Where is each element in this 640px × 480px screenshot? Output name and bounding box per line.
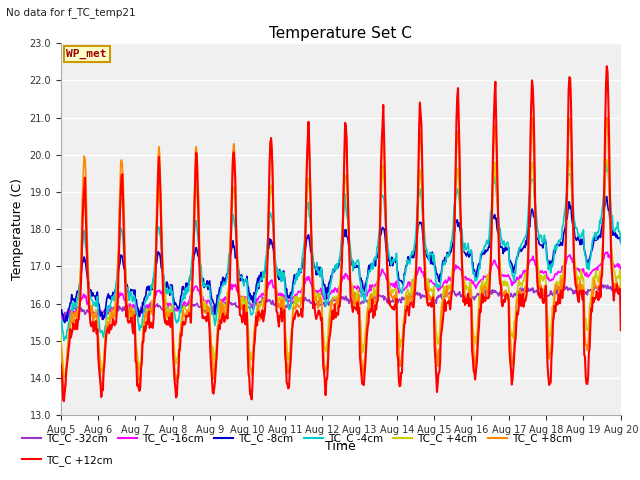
TC_C +12cm (603, 63, 611, 69)
TC_C -8cm (182, 280, 190, 286)
TC_C +12cm (68, 331, 76, 336)
Line: TC_C -32cm: TC_C -32cm (61, 285, 621, 318)
TC_C +8cm (410, 289, 417, 295)
TC_C -4cm (603, 159, 611, 165)
Text: No data for f_TC_temp21: No data for f_TC_temp21 (6, 7, 136, 18)
TC_C -4cm (60, 338, 68, 344)
TC_C +12cm (125, 318, 133, 324)
Line: TC_C +8cm: TC_C +8cm (61, 118, 621, 391)
TC_C -8cm (426, 252, 434, 258)
TC_C +12cm (60, 398, 68, 404)
TC_C -16cm (617, 268, 625, 274)
TC_C -32cm (410, 293, 417, 299)
TC_C -16cm (60, 318, 67, 324)
TC_C +12cm (426, 300, 434, 306)
TC_C -16cm (410, 280, 417, 286)
Line: TC_C +12cm: TC_C +12cm (61, 66, 621, 401)
Title: Temperature Set C: Temperature Set C (269, 25, 412, 41)
Text: WP_met: WP_met (67, 49, 107, 59)
TC_C -32cm (61, 315, 69, 321)
TC_C +12cm (182, 312, 190, 318)
TC_C +4cm (61, 374, 69, 380)
TC_C -16cm (125, 304, 133, 310)
TC_C +12cm (617, 327, 625, 333)
TC_C -8cm (125, 293, 133, 299)
TC_C +4cm (182, 308, 190, 313)
TC_C -4cm (212, 318, 220, 324)
TC_C -8cm (57, 309, 65, 314)
TC_C -32cm (125, 306, 133, 312)
Line: TC_C -4cm: TC_C -4cm (61, 162, 621, 341)
Legend: TC_C -32cm, TC_C -16cm, TC_C -8cm, TC_C -4cm, TC_C +4cm, TC_C +8cm: TC_C -32cm, TC_C -16cm, TC_C -8cm, TC_C … (18, 429, 576, 448)
TC_C -16cm (426, 278, 434, 284)
TC_C +8cm (617, 304, 625, 310)
Legend: TC_C +12cm: TC_C +12cm (18, 451, 117, 470)
TC_C -4cm (410, 248, 417, 253)
TC_C +8cm (603, 115, 611, 120)
TC_C +4cm (212, 347, 220, 353)
TC_C -8cm (68, 292, 76, 298)
Line: TC_C +4cm: TC_C +4cm (61, 159, 621, 377)
TC_C -8cm (61, 320, 68, 325)
X-axis label: Time: Time (325, 441, 356, 454)
TC_C -4cm (68, 308, 76, 314)
TC_C +8cm (125, 311, 133, 316)
TC_C -4cm (426, 250, 434, 255)
TC_C -8cm (212, 303, 220, 309)
TC_C -32cm (212, 305, 220, 311)
TC_C +4cm (410, 279, 417, 285)
TC_C -4cm (125, 298, 133, 303)
TC_C -16cm (212, 303, 220, 309)
TC_C -16cm (604, 249, 611, 255)
TC_C +4cm (68, 314, 76, 320)
TC_C +4cm (617, 294, 625, 300)
TC_C -8cm (617, 240, 625, 245)
TC_C -16cm (68, 314, 76, 320)
Line: TC_C -16cm: TC_C -16cm (61, 252, 621, 321)
TC_C +8cm (60, 388, 68, 394)
TC_C +4cm (426, 288, 434, 294)
TC_C +8cm (426, 297, 434, 302)
TC_C -8cm (410, 255, 417, 261)
TC_C +8cm (212, 357, 220, 362)
TC_C +8cm (68, 309, 76, 314)
TC_C -4cm (182, 291, 190, 297)
TC_C -32cm (182, 303, 190, 309)
TC_C -32cm (617, 288, 625, 294)
TC_C -4cm (617, 240, 625, 246)
TC_C +12cm (410, 304, 417, 310)
TC_C +4cm (603, 156, 611, 162)
TC_C -32cm (57, 314, 65, 320)
TC_C +4cm (57, 332, 65, 337)
TC_C +4cm (125, 307, 133, 313)
Line: TC_C -8cm: TC_C -8cm (61, 196, 621, 323)
TC_C -32cm (426, 297, 434, 302)
TC_C +12cm (212, 366, 220, 372)
TC_C -4cm (57, 319, 65, 325)
TC_C +8cm (57, 341, 65, 347)
TC_C -16cm (57, 312, 65, 318)
TC_C -16cm (182, 301, 190, 307)
Y-axis label: Temperature (C): Temperature (C) (11, 178, 24, 280)
TC_C -32cm (68, 309, 76, 315)
TC_C +8cm (182, 311, 190, 317)
TC_C -32cm (598, 282, 606, 288)
TC_C -8cm (603, 193, 611, 199)
TC_C +12cm (57, 362, 65, 368)
